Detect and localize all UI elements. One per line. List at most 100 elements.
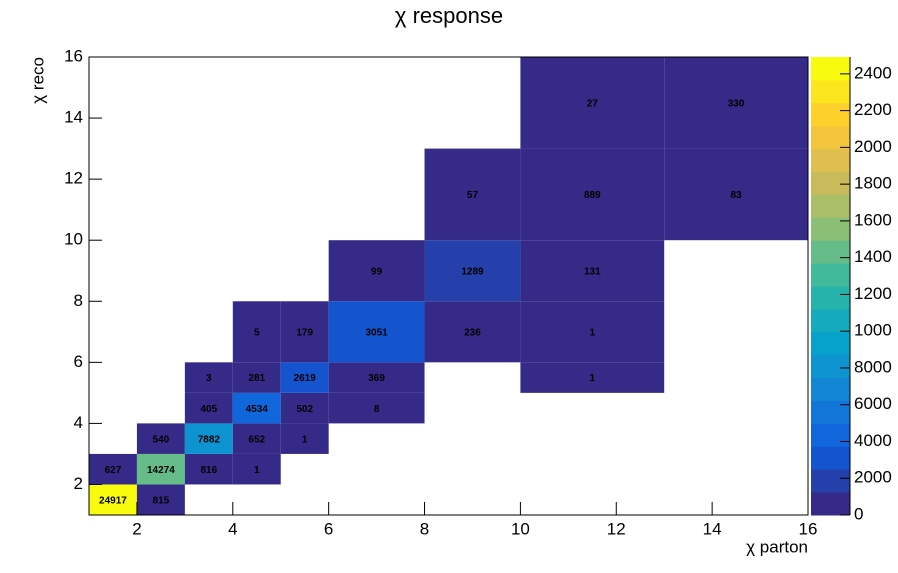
cell (184, 392, 233, 424)
color-bar-step (811, 331, 850, 356)
cell (328, 392, 425, 424)
cell (184, 423, 233, 454)
cell-label: 652 (248, 434, 265, 445)
plot-frame (88, 56, 809, 516)
color-bar-step (811, 57, 850, 81)
cell-label: 1 (302, 434, 308, 445)
cell-label: 889 (584, 190, 601, 201)
y-tick-label: 16 (64, 46, 83, 65)
cell-label: 1289 (461, 266, 484, 277)
cell-label: 27 (587, 98, 599, 109)
cell-label: 7882 (198, 434, 221, 445)
y-tick-label: 14 (64, 108, 83, 127)
cell-label: 540 (153, 434, 170, 445)
cell-label: 405 (200, 404, 217, 415)
cell (232, 301, 281, 363)
cell-label: 815 (153, 495, 170, 506)
cell-label: 1 (254, 465, 260, 476)
color-bar-step (811, 469, 850, 493)
cell-label: 83 (731, 190, 743, 201)
cell (232, 453, 281, 485)
cell (280, 362, 329, 393)
y-axis-label: χ reco (28, 57, 47, 104)
z-tick-label: 4000 (854, 431, 892, 450)
cell (664, 148, 808, 241)
cell-label: 131 (584, 266, 601, 277)
cell (136, 484, 185, 515)
x-tick-label: 4 (228, 519, 237, 538)
y-tick-label: 12 (64, 169, 83, 188)
cell (424, 148, 521, 241)
x-tick-label: 8 (420, 519, 429, 538)
color-bar-step (811, 492, 850, 516)
x-tick-label: 10 (511, 519, 530, 538)
color-bar-step (811, 217, 850, 241)
cell (184, 453, 233, 485)
z-tick-label: 1800 (854, 174, 892, 193)
cell-label: 816 (200, 465, 217, 476)
cell-label: 1 (590, 327, 596, 338)
y-tick-label: 2 (74, 474, 83, 493)
cell (520, 301, 665, 363)
cell-label: 502 (296, 404, 313, 415)
cell-label: 24917 (99, 495, 127, 506)
cell-label: 1 (590, 373, 596, 384)
z-tick-label: 1600 (854, 210, 892, 229)
cell-label: 3051 (365, 327, 388, 338)
color-bar-step (811, 377, 850, 401)
z-tick-label: 6000 (854, 394, 892, 413)
cell-label: 99 (371, 266, 383, 277)
cell (520, 148, 665, 241)
color-bar-step (811, 308, 850, 333)
cell-label: 179 (296, 327, 313, 338)
x-tick-label: 16 (799, 519, 818, 538)
color-bar-step (811, 148, 850, 172)
color-bar-step (811, 194, 850, 218)
color-bar-step (811, 240, 850, 264)
cell (424, 301, 521, 363)
color-bar-step (811, 125, 850, 150)
color-bar-step (811, 400, 850, 424)
color-bar-step (811, 354, 850, 379)
cell-label: 236 (464, 327, 481, 338)
cell-label: 330 (728, 98, 745, 109)
x-tick-label: 12 (607, 519, 626, 538)
cell (520, 57, 665, 149)
cell (328, 362, 425, 393)
chart-title: χ response (395, 3, 503, 28)
cell-label: 3 (206, 373, 212, 384)
cell (328, 240, 425, 302)
x-tick-label: 14 (703, 519, 722, 538)
z-tick-label: 1400 (854, 247, 892, 266)
cell-label: 2619 (294, 373, 317, 384)
y-tick-label: 10 (64, 230, 83, 249)
color-bar-step (811, 286, 850, 310)
color-bar-step (811, 171, 850, 195)
x-tick-label: 2 (132, 519, 141, 538)
cell-label: 14274 (147, 465, 175, 476)
cell (520, 240, 665, 302)
cell (184, 362, 233, 393)
cell (520, 362, 665, 393)
z-tick-label: 8000 (854, 357, 892, 376)
z-tick-label: 2200 (854, 100, 892, 119)
x-tick-label: 6 (324, 519, 333, 538)
cell-label: 4534 (246, 404, 269, 415)
cell-label: 627 (105, 465, 122, 476)
cell (136, 453, 185, 485)
z-tick-label: 1200 (854, 284, 892, 303)
cell (232, 392, 281, 424)
cell (664, 57, 808, 149)
z-tick-label: 2000 (854, 468, 892, 487)
cell (232, 362, 281, 393)
y-tick-label: 8 (74, 291, 83, 310)
color-bar-step (811, 423, 850, 447)
cell (328, 301, 425, 363)
cell (280, 301, 329, 363)
color-bar-step (811, 79, 850, 104)
cell (424, 240, 521, 302)
cell (232, 423, 281, 454)
cell-label: 281 (248, 373, 265, 384)
